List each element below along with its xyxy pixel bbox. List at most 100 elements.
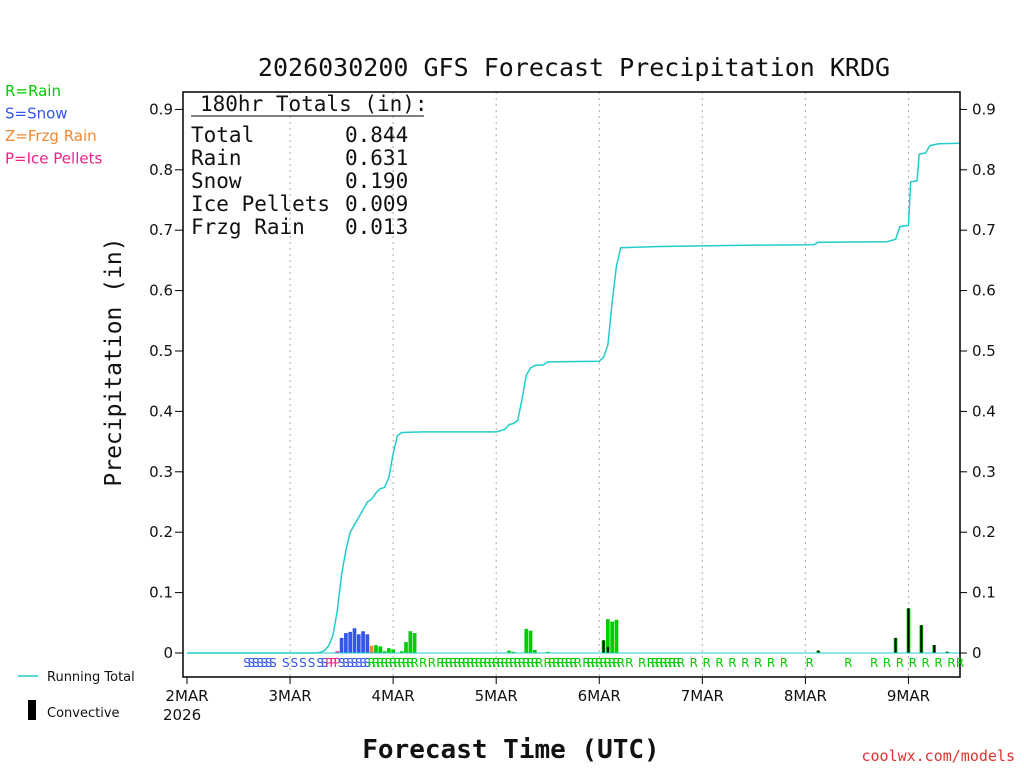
marker-r: R <box>664 656 672 670</box>
marker-s: S <box>248 656 256 670</box>
marker-r: R <box>617 656 625 670</box>
marker-r: R <box>896 656 904 670</box>
marker-r: R <box>410 656 418 670</box>
totals-value-rain: 0.631 <box>345 146 408 170</box>
totals-value-snow: 0.190 <box>345 169 408 193</box>
marker-r: R <box>608 656 616 670</box>
y-tick-label-right-0.6: 0.6 <box>972 282 996 300</box>
marker-r: R <box>367 656 375 670</box>
marker-r: R <box>651 656 659 670</box>
totals-value-total: 0.844 <box>345 123 408 147</box>
x-axis-ticks: 2MAR 3MAR 4MAR 5MAR 6MAR 7MAR 8MAR 9MAR <box>165 677 930 705</box>
x-tick-label-6mar: 6MAR <box>578 687 621 705</box>
marker-r: R <box>921 656 929 670</box>
marker-r: R <box>690 656 698 670</box>
marker-r: R <box>376 656 384 670</box>
y-tick-label-left-0.2: 0.2 <box>149 523 173 541</box>
marker-r: R <box>909 656 917 670</box>
legend-swatch-convective <box>28 700 36 720</box>
totals-label-ice-pellets: Ice Pellets <box>191 192 330 216</box>
marker-r: R <box>471 656 479 670</box>
marker-r: R <box>479 656 487 670</box>
marker-r: R <box>406 656 414 670</box>
totals-value-ice-pellets: 0.009 <box>345 192 408 216</box>
totals-rows: Total 0.844 Rain 0.631 Snow 0.190 Ice Pellets 0… <box>191 123 408 239</box>
precip-bar <box>378 646 383 653</box>
marker-r: R <box>509 656 517 670</box>
precip-bar <box>614 619 619 653</box>
marker-r: R <box>556 656 564 670</box>
gridlines <box>289 92 909 677</box>
precip-bar <box>412 633 417 653</box>
marker-r: R <box>741 656 749 670</box>
marker-r: R <box>625 656 633 670</box>
marker-r: R <box>844 656 852 670</box>
marker-r: R <box>544 656 552 670</box>
marker-r: R <box>458 656 466 670</box>
y-tick-label-right-0.9: 0.9 <box>972 100 996 118</box>
legend-item-ice-pellets: P=Ice Pellets <box>5 150 102 168</box>
marker-r: R <box>393 656 401 670</box>
marker-r: R <box>449 656 457 670</box>
marker-r: R <box>672 656 680 670</box>
marker-r: R <box>428 656 436 670</box>
plot-frame <box>182 91 961 678</box>
precip-bar <box>344 633 348 653</box>
precip-bar <box>352 628 357 653</box>
marker-r: R <box>522 656 530 670</box>
x-tick-label-5mar: 5MAR <box>475 687 518 705</box>
marker-r: R <box>440 656 448 670</box>
marker-r: R <box>531 656 539 670</box>
marker-r: R <box>514 656 522 670</box>
marker-s: S <box>243 656 251 670</box>
marker-r: R <box>419 656 427 670</box>
y-tick-label-right-0.1: 0.1 <box>972 584 996 602</box>
marker-s: S <box>338 656 346 670</box>
x-axis-label: Forecast Time (UTC) <box>362 735 659 765</box>
precip-bar <box>348 631 353 653</box>
marker-r: R <box>780 656 788 670</box>
legend-item-snow: S=Snow <box>5 105 68 123</box>
totals-label-frzg-rain: Frzg Rain <box>191 215 305 239</box>
marker-r: R <box>702 656 710 670</box>
marker-s: S <box>282 656 290 670</box>
precip-bar <box>533 649 537 653</box>
convective-bar <box>920 625 923 653</box>
marker-s: S <box>252 656 260 670</box>
legend-item-frzg-rain: Z=Frzg Rain <box>5 127 97 145</box>
legend-item-rain: R=Rain <box>5 82 61 100</box>
y-tick-label-left-0.9: 0.9 <box>149 100 173 118</box>
precip-bar <box>528 630 533 653</box>
marker-r: R <box>505 656 513 670</box>
precip-bar <box>361 631 365 653</box>
marker-r: R <box>526 656 534 670</box>
convective-bar <box>907 608 910 653</box>
marker-r: R <box>561 656 569 670</box>
marker-r: R <box>655 656 663 670</box>
precip-bar <box>610 621 614 653</box>
marker-r: R <box>660 656 668 670</box>
totals-box: 180hr Totals (in): Total 0.844 Rain 0.631 Sn… <box>191 92 428 239</box>
x-tick-label-7mar: 7MAR <box>681 687 724 705</box>
totals-value-frzg-rain: 0.013 <box>345 215 408 239</box>
marker-r: R <box>488 656 496 670</box>
marker-r: R <box>548 656 556 670</box>
convective-bar <box>894 637 897 653</box>
marker-r: R <box>754 656 762 670</box>
marker-r: R <box>638 656 646 670</box>
marker-r: R <box>767 656 775 670</box>
precip-bar <box>507 650 511 653</box>
marker-r: R <box>956 656 964 670</box>
y-tick-label-left-0.6: 0.6 <box>149 282 173 300</box>
totals-header: 180hr Totals (in): <box>200 92 428 116</box>
marker-s: S <box>321 656 329 670</box>
y-axis-ticks: 0 0 0.1 0.1 0.2 0.2 0.3 0.3 0.4 0.4 0.5 0.5 0.6 0.6 0.… <box>149 100 996 662</box>
marker-r: R <box>569 656 577 670</box>
marker-s: S <box>269 656 277 670</box>
marker-s: S <box>364 656 372 670</box>
precip-bar <box>339 637 344 653</box>
precip-bar <box>386 648 391 653</box>
precip-bar <box>606 619 610 653</box>
marker-r: R <box>475 656 483 670</box>
